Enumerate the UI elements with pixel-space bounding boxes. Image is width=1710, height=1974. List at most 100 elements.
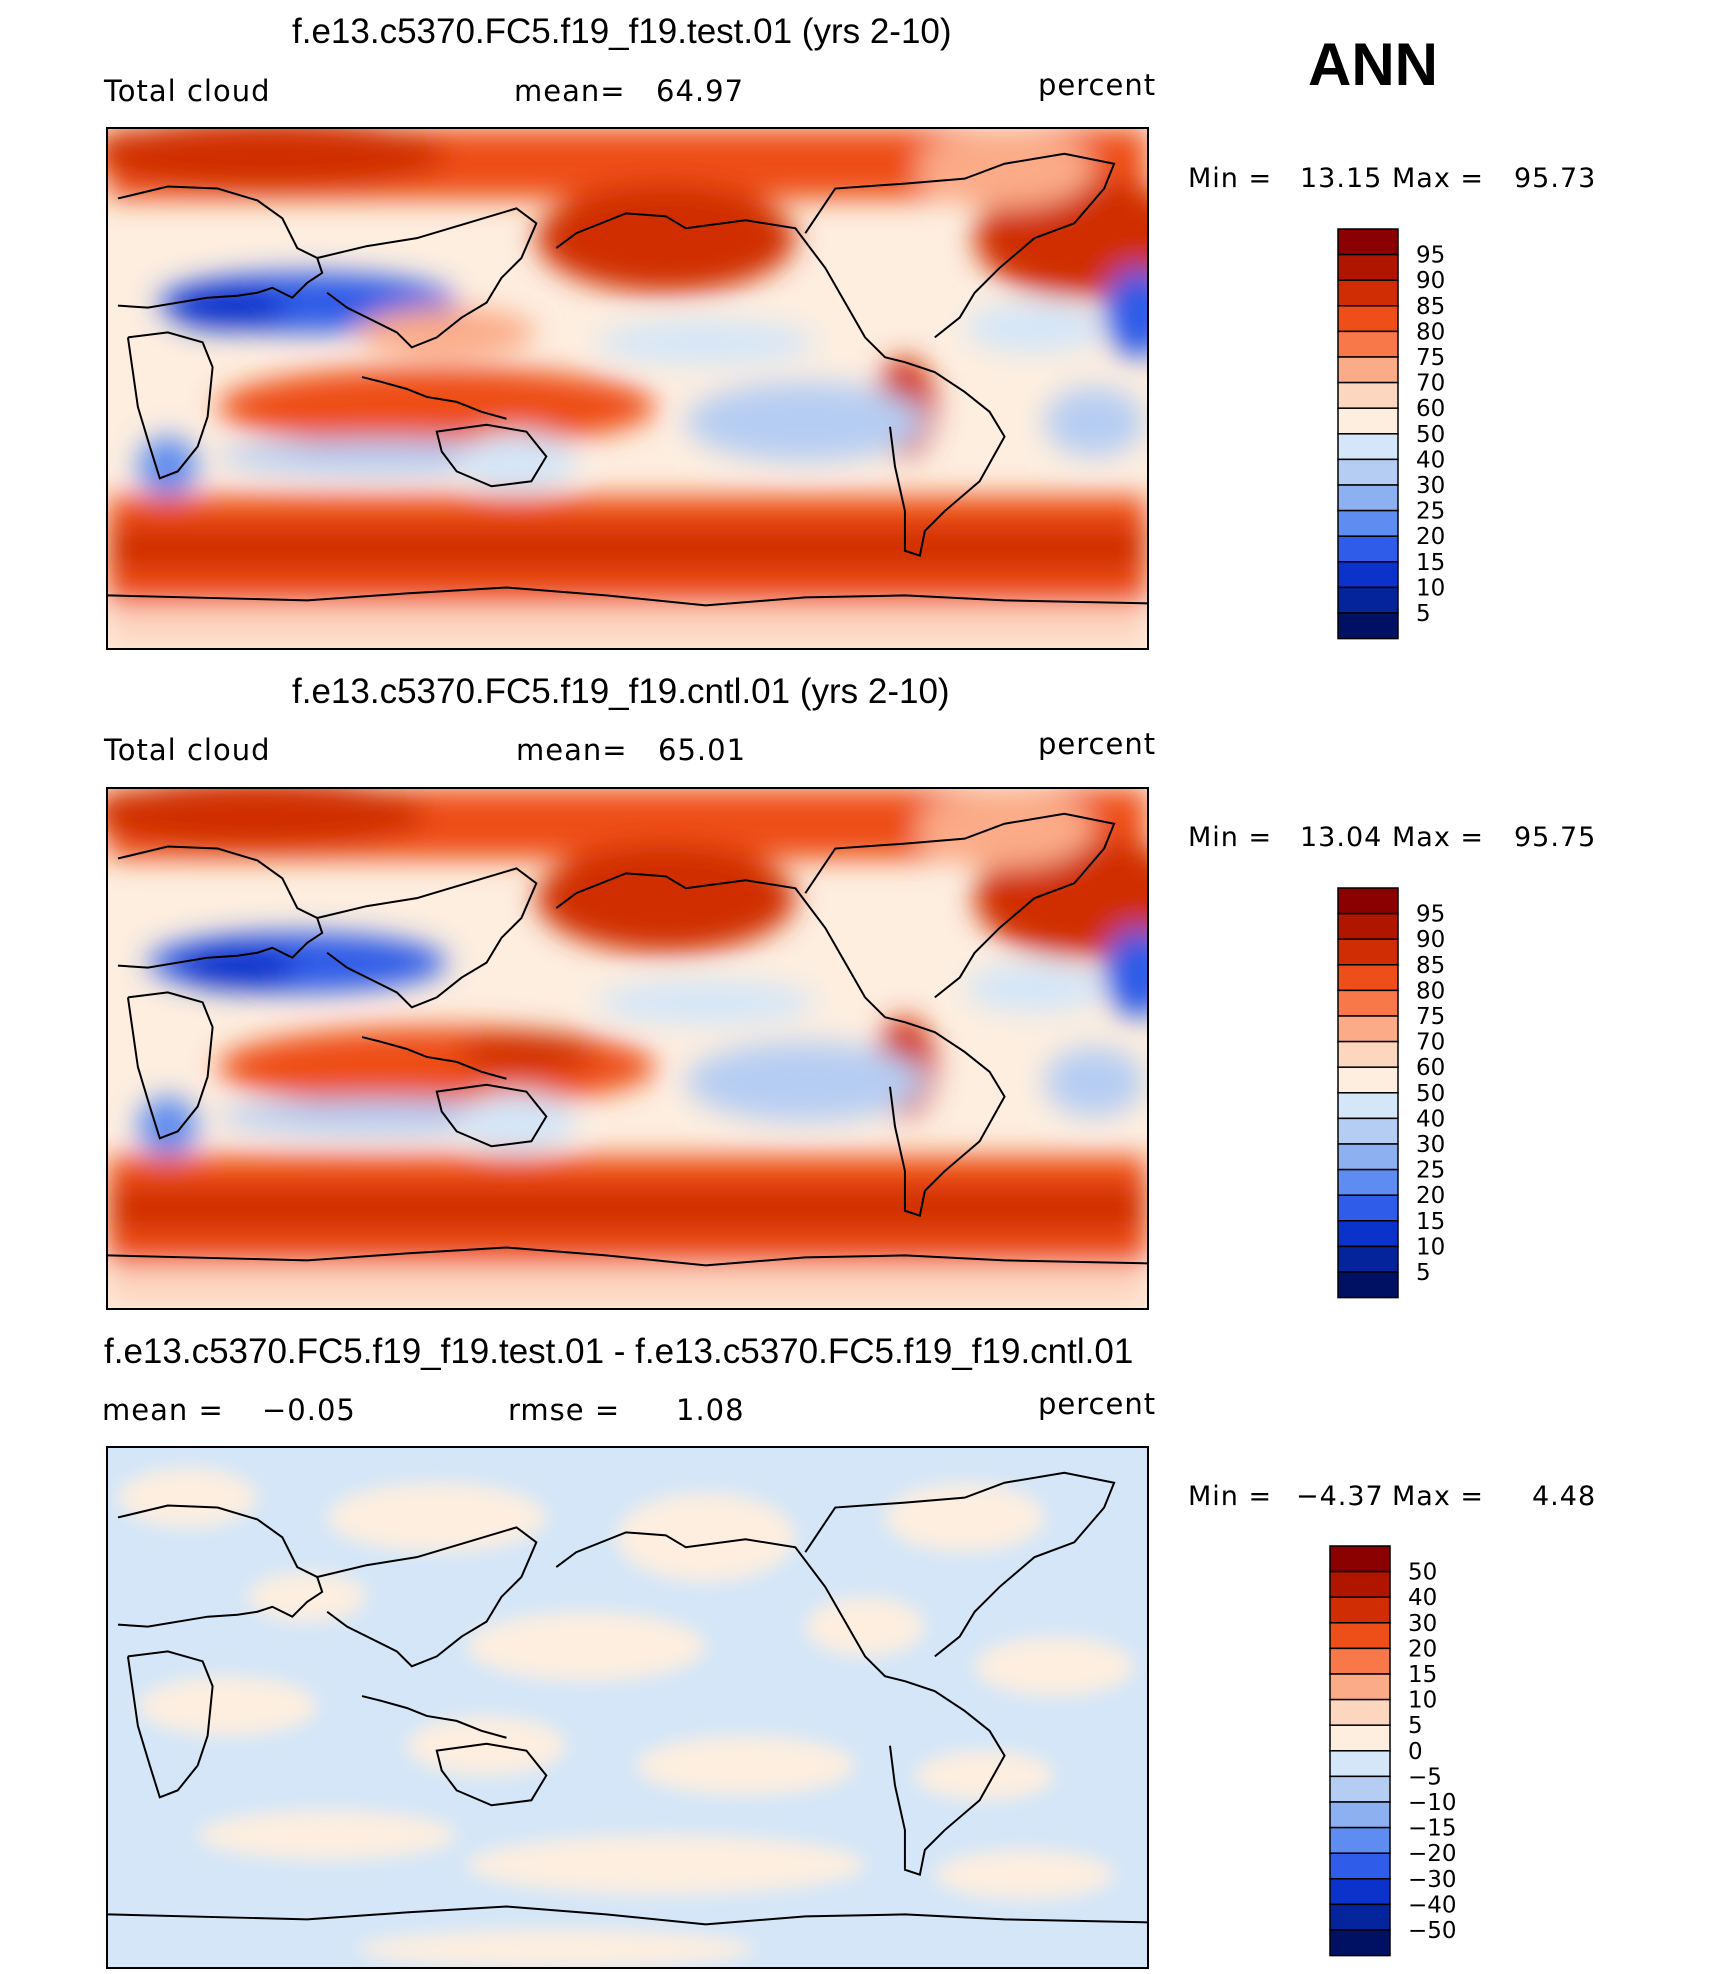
colorbar-swatch bbox=[1337, 1194, 1399, 1222]
max-label: Max = bbox=[1392, 163, 1485, 194]
colorbar-tick-label: 5 bbox=[1408, 1713, 1423, 1739]
max-label: Max = bbox=[1392, 822, 1485, 853]
colorbar-swatch bbox=[1329, 1724, 1391, 1752]
colorbar-swatch bbox=[1337, 305, 1399, 333]
colorbar-tick-label: 30 bbox=[1416, 1132, 1445, 1158]
panel-title: f.e13.c5370.FC5.f19_f19.cntl.01 (yrs 2-1… bbox=[292, 672, 950, 711]
colorbar-swatch bbox=[1337, 1245, 1399, 1273]
colorbar-swatch bbox=[1337, 1143, 1399, 1171]
cloud-map bbox=[106, 127, 1149, 650]
colorbar-tick-label: 5 bbox=[1416, 601, 1431, 627]
colorbar-tick-label: 70 bbox=[1416, 371, 1445, 397]
colorbar-tick-label: 50 bbox=[1408, 1560, 1437, 1586]
cloud-map bbox=[106, 787, 1149, 1310]
min-value: −4.37 bbox=[1296, 1481, 1384, 1512]
colorbar-tick-label: 50 bbox=[1416, 1081, 1445, 1107]
colorbar-swatch bbox=[1337, 912, 1399, 940]
colorbar-swatch bbox=[1337, 433, 1399, 461]
variable-label: Total cloud bbox=[104, 74, 271, 108]
colorbar-swatch bbox=[1329, 1570, 1391, 1598]
rmse-label: rmse = bbox=[508, 1393, 621, 1427]
colorbar-tick-label: 15 bbox=[1408, 1662, 1437, 1688]
colorbar-tick-label: 70 bbox=[1416, 1030, 1445, 1056]
colorbar-swatch bbox=[1337, 330, 1399, 358]
colorbar-tick-label: 30 bbox=[1416, 473, 1445, 499]
colorbar-tick-label: 10 bbox=[1408, 1688, 1437, 1714]
colorbar-swatch bbox=[1337, 887, 1399, 915]
colorbar-swatch bbox=[1329, 1673, 1391, 1701]
colorbar-swatch bbox=[1337, 381, 1399, 409]
colorbar-swatch bbox=[1337, 586, 1399, 614]
colorbar-tick-label: 50 bbox=[1416, 422, 1445, 448]
colorbar-swatch bbox=[1337, 1220, 1399, 1248]
mean-label: mean= bbox=[514, 74, 626, 108]
colorbar-tick-label: −5 bbox=[1408, 1764, 1442, 1790]
colorbar-tick-label: 0 bbox=[1408, 1739, 1423, 1765]
min-label: Min = bbox=[1188, 163, 1273, 194]
colorbar-swatch bbox=[1337, 1015, 1399, 1043]
colorbar-swatch bbox=[1337, 1168, 1399, 1196]
max-label: Max = bbox=[1392, 1481, 1485, 1512]
colorbar-swatch bbox=[1337, 535, 1399, 563]
max-value: 4.48 bbox=[1532, 1481, 1597, 1512]
units-label: percent bbox=[1038, 727, 1157, 761]
colorbar-tick-label: 60 bbox=[1416, 1055, 1445, 1081]
colorbar-tick-label: −30 bbox=[1408, 1867, 1457, 1893]
colorbar-tick-label: 40 bbox=[1408, 1585, 1437, 1611]
colorbar-swatch bbox=[1337, 964, 1399, 992]
colorbar-tick-label: 10 bbox=[1416, 575, 1445, 601]
colorbar-swatch bbox=[1329, 1775, 1391, 1803]
max-value: 95.73 bbox=[1514, 163, 1597, 194]
colorbar-swatch bbox=[1329, 1545, 1391, 1573]
colorbar-tick-label: 30 bbox=[1408, 1611, 1437, 1637]
colorbar-swatch bbox=[1329, 1622, 1391, 1650]
colorbar: 95 90 85 80 75 70 60 50 40 30 25 20 15 10 5 bbox=[1337, 887, 1498, 1305]
colorbar-swatch bbox=[1337, 1092, 1399, 1120]
units-label: percent bbox=[1038, 68, 1157, 102]
min-label: Min = bbox=[1188, 822, 1273, 853]
colorbar-tick-label: 60 bbox=[1416, 396, 1445, 422]
colorbar-tick-label: 85 bbox=[1416, 294, 1445, 320]
colorbar-swatch bbox=[1329, 1647, 1391, 1675]
units-label: percent bbox=[1038, 1387, 1157, 1421]
colorbar-swatch bbox=[1329, 1903, 1391, 1931]
panel-title: f.e13.c5370.FC5.f19_f19.test.01 (yrs 2-1… bbox=[292, 12, 952, 51]
colorbar-swatch bbox=[1337, 561, 1399, 589]
mean-label: mean= bbox=[516, 733, 628, 767]
colorbar-tick-label: −10 bbox=[1408, 1790, 1457, 1816]
colorbar-swatch bbox=[1337, 484, 1399, 512]
colorbar-tick-label: −20 bbox=[1408, 1841, 1457, 1867]
min-label: Min = bbox=[1188, 1481, 1273, 1512]
max-value: 95.75 bbox=[1514, 822, 1597, 853]
colorbar-swatch bbox=[1329, 1878, 1391, 1906]
colorbar-swatch bbox=[1337, 612, 1399, 640]
min-value: 13.15 bbox=[1300, 163, 1383, 194]
colorbar-swatch bbox=[1337, 1040, 1399, 1068]
colorbar-swatch bbox=[1337, 1066, 1399, 1094]
colorbar-tick-label: 40 bbox=[1416, 447, 1445, 473]
colorbar-tick-label: 80 bbox=[1416, 978, 1445, 1004]
colorbar: 50 40 30 20 15 10 5 0 −5 −10 −15 −20 −30 −40 −50 bbox=[1329, 1545, 1490, 1963]
colorbar-swatch bbox=[1337, 279, 1399, 307]
colorbar-swatch bbox=[1329, 1750, 1391, 1778]
colorbar-swatch bbox=[1329, 1801, 1391, 1829]
colorbar-swatch bbox=[1329, 1929, 1391, 1957]
colorbar-tick-label: 5 bbox=[1416, 1260, 1431, 1286]
colorbar-swatch bbox=[1337, 458, 1399, 486]
colorbar-swatch bbox=[1337, 989, 1399, 1017]
colorbar-tick-label: 90 bbox=[1416, 927, 1445, 953]
colorbar-swatch bbox=[1329, 1852, 1391, 1880]
mean-label: mean = bbox=[102, 1393, 224, 1427]
colorbar-tick-label: 90 bbox=[1416, 268, 1445, 294]
variable-label: Total cloud bbox=[104, 733, 271, 767]
colorbar-tick-label: 25 bbox=[1416, 499, 1445, 525]
colorbar-tick-label: 10 bbox=[1416, 1234, 1445, 1260]
colorbar-tick-label: 15 bbox=[1416, 550, 1445, 576]
colorbar-tick-label: 25 bbox=[1416, 1158, 1445, 1184]
colorbar-swatch bbox=[1337, 228, 1399, 256]
mean-value: 65.01 bbox=[658, 733, 747, 767]
colorbar-tick-label: 75 bbox=[1416, 345, 1445, 371]
colorbar-tick-label: 20 bbox=[1416, 1183, 1445, 1209]
colorbar-swatch bbox=[1329, 1596, 1391, 1624]
colorbar-tick-label: −50 bbox=[1408, 1918, 1457, 1944]
